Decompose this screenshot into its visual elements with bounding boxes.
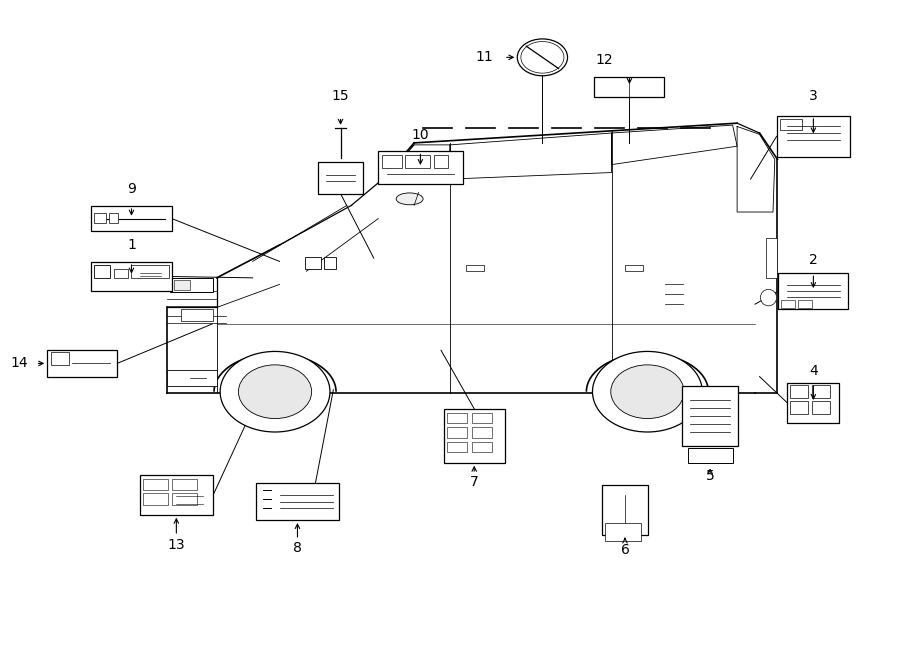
Bar [466, 264, 484, 271]
Bar [174, 280, 190, 290]
Bar [140, 475, 213, 515]
Bar [324, 256, 336, 268]
Bar [766, 239, 777, 278]
Bar [682, 387, 738, 446]
Bar [595, 77, 664, 97]
Bar [788, 383, 840, 422]
Bar [91, 262, 172, 291]
Bar [798, 299, 813, 308]
Bar [447, 412, 467, 423]
Bar [181, 309, 213, 321]
Bar [812, 401, 830, 414]
Bar [605, 523, 641, 541]
Bar [47, 350, 117, 377]
Bar [790, 385, 808, 399]
Bar [780, 118, 802, 130]
Text: 8: 8 [293, 541, 302, 555]
Bar [167, 370, 217, 387]
Bar [50, 352, 68, 366]
Bar [172, 479, 197, 490]
Bar [382, 155, 401, 168]
Bar [131, 264, 169, 278]
Circle shape [238, 365, 311, 418]
Bar [378, 151, 463, 184]
Text: 3: 3 [809, 89, 818, 103]
Circle shape [611, 365, 684, 418]
Text: 4: 4 [809, 364, 818, 378]
Text: 10: 10 [411, 128, 429, 141]
Bar [812, 385, 830, 399]
Bar [777, 116, 850, 157]
Text: 6: 6 [620, 543, 629, 557]
Circle shape [220, 352, 330, 432]
Text: 11: 11 [475, 50, 493, 64]
Ellipse shape [760, 290, 777, 306]
Text: 2: 2 [809, 253, 818, 266]
Bar [256, 483, 338, 520]
Text: 13: 13 [167, 538, 185, 552]
Bar [778, 273, 849, 309]
Text: 9: 9 [127, 182, 136, 196]
Bar [434, 155, 448, 168]
Ellipse shape [396, 193, 423, 205]
Text: 14: 14 [11, 356, 28, 370]
Bar [318, 162, 363, 194]
Bar [447, 442, 467, 452]
Bar [113, 268, 128, 278]
Bar [472, 427, 492, 438]
Text: 1: 1 [127, 237, 136, 252]
Bar [447, 427, 467, 438]
Text: 7: 7 [470, 475, 479, 489]
Circle shape [592, 352, 702, 432]
Bar [172, 493, 197, 505]
Bar [91, 206, 172, 231]
Bar [790, 401, 808, 414]
Bar [170, 278, 213, 292]
Bar [781, 299, 796, 308]
Bar [143, 493, 168, 505]
Bar [601, 485, 648, 535]
Bar [304, 256, 320, 268]
Bar [472, 412, 492, 423]
Bar [688, 447, 733, 463]
Bar [444, 408, 505, 463]
Bar [625, 264, 643, 271]
Text: 15: 15 [332, 89, 349, 103]
Bar [94, 214, 106, 223]
Bar [94, 264, 110, 278]
Bar [472, 442, 492, 452]
Circle shape [518, 39, 568, 76]
Bar [405, 155, 430, 168]
Text: 5: 5 [706, 469, 715, 483]
Bar [109, 214, 118, 223]
Text: 12: 12 [596, 54, 613, 67]
Bar [143, 479, 168, 490]
